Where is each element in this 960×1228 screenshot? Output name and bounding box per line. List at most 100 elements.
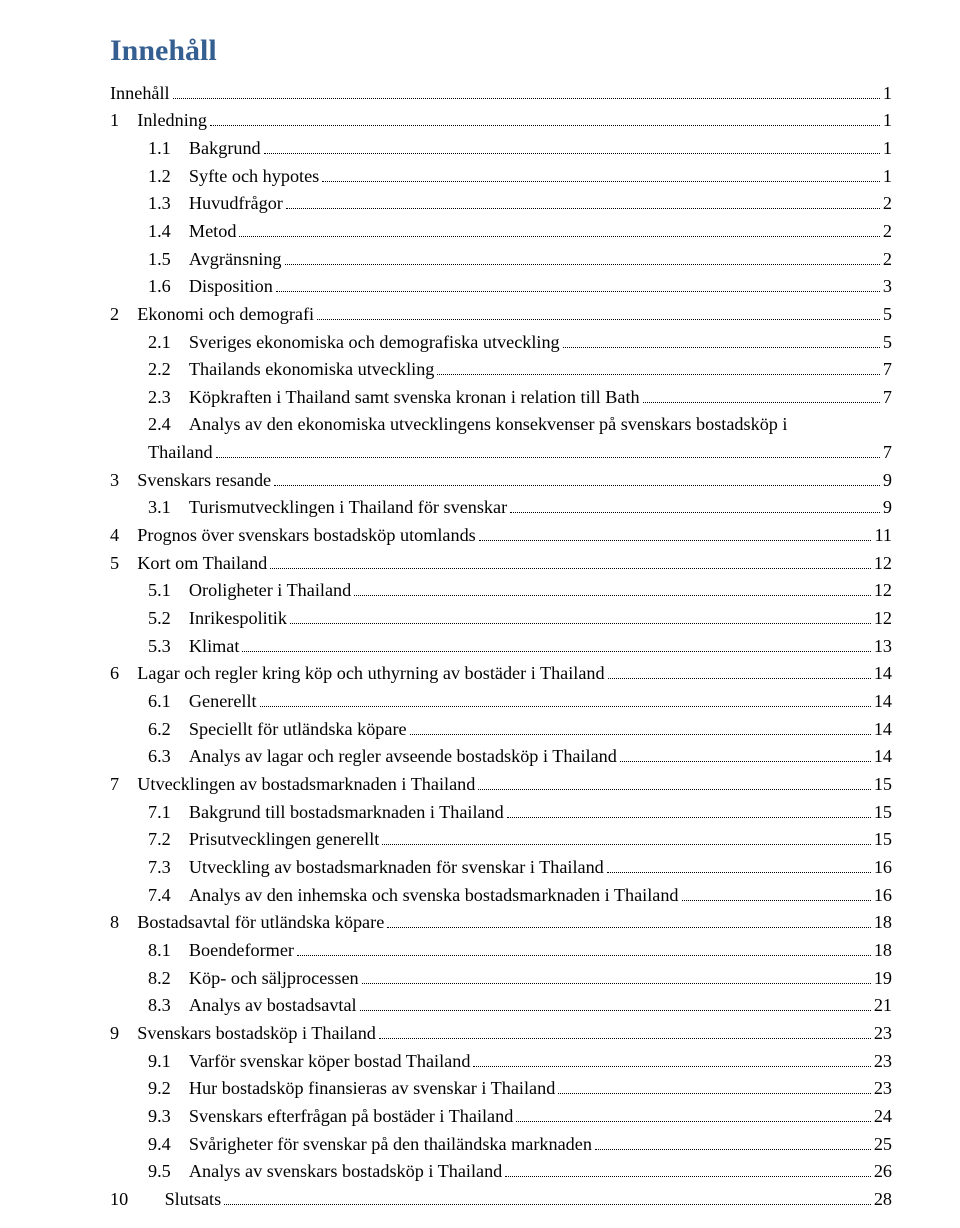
toc-label: 1.4 Metod xyxy=(148,218,236,246)
toc-leader-dots xyxy=(478,789,870,790)
toc-leader-dots xyxy=(563,347,880,348)
toc-page-number: 5 xyxy=(883,301,892,329)
toc-entry: 5.2 Inrikespolitik12 xyxy=(110,605,892,633)
toc-page-number: 15 xyxy=(874,826,892,854)
toc-page-number: 2 xyxy=(883,246,892,274)
toc-entry: 1.6 Disposition 3 xyxy=(110,273,892,301)
toc-entry: 4 Prognos över svenskars bostadsköp utom… xyxy=(110,522,892,550)
toc-label: 9.2 Hur bostadsköp finansieras av svensk… xyxy=(148,1075,555,1103)
toc-page-number: 7 xyxy=(883,384,892,412)
toc-label: Innehåll xyxy=(110,80,170,108)
toc-page-number: 9 xyxy=(883,467,892,495)
toc-leader-dots xyxy=(516,1121,870,1122)
toc-label: 5 Kort om Thailand xyxy=(110,550,267,578)
toc-leader-dots xyxy=(608,678,871,679)
toc-leader-dots xyxy=(270,568,871,569)
toc-leader-dots xyxy=(239,236,879,237)
toc-leader-dots xyxy=(354,595,871,596)
toc-label: 8.3 Analys av bostadsavtal xyxy=(148,992,357,1020)
toc-leader-dots xyxy=(210,125,880,126)
toc-label: 4 Prognos över svenskars bostadsköp utom… xyxy=(110,522,476,550)
toc-page-number: 16 xyxy=(874,854,892,882)
toc-label: 2.1 Sveriges ekonomiska och demografiska… xyxy=(148,329,560,357)
toc-leader-dots xyxy=(242,651,870,652)
toc-entry: 5 Kort om Thailand12 xyxy=(110,550,892,578)
toc-label: 6.1 Generellt xyxy=(148,688,257,716)
toc-page-number: 26 xyxy=(874,1158,892,1186)
toc-entry: 2.2 Thailands ekonomiska utveckling7 xyxy=(110,356,892,384)
toc-label: 2.2 Thailands ekonomiska utveckling xyxy=(148,356,434,384)
toc-page-number: 1 xyxy=(883,107,892,135)
toc-label: 1.6 Disposition xyxy=(148,273,273,301)
toc-entry: 6.3 Analys av lagar och regler avseende … xyxy=(110,743,892,771)
toc-entry: 8.1 Boendeformer18 xyxy=(110,937,892,965)
toc-entry: Innehåll 1 xyxy=(110,80,892,108)
toc-entry: 2.4 Analys av den ekonomiska utvecklinge… xyxy=(110,411,892,439)
toc-entry: 7.2 Prisutvecklingen generellt 15 xyxy=(110,826,892,854)
toc-entry: 7.3 Utveckling av bostadsmarknaden för s… xyxy=(110,854,892,882)
toc-label: 2 Ekonomi och demografi xyxy=(110,301,314,329)
toc-page-number: 1 xyxy=(883,80,892,108)
toc-label: 7.3 Utveckling av bostadsmarknaden för s… xyxy=(148,854,604,882)
toc-label: 3.1 Turismutvecklingen i Thailand för sv… xyxy=(148,494,507,522)
toc-page-number: 21 xyxy=(874,992,892,1020)
toc-leader-dots xyxy=(682,900,871,901)
toc-page-number: 14 xyxy=(874,716,892,744)
toc-label: 5.2 Inrikespolitik xyxy=(148,605,287,633)
toc-page-number: 24 xyxy=(874,1103,892,1131)
toc-entry-continuation: Thailand 7 xyxy=(110,439,892,467)
toc-page-number: 23 xyxy=(874,1048,892,1076)
toc-label: 1.3 Huvudfrågor xyxy=(148,190,283,218)
toc-leader-dots xyxy=(507,817,871,818)
toc-leader-dots xyxy=(595,1149,871,1150)
toc-label: 2.3 Köpkraften i Thailand samt svenska k… xyxy=(148,384,640,412)
toc-label: 6.3 Analys av lagar och regler avseende … xyxy=(148,743,617,771)
toc-entry: 2.1 Sveriges ekonomiska och demografiska… xyxy=(110,329,892,357)
toc-leader-dots xyxy=(216,457,880,458)
toc-leader-dots xyxy=(360,1010,871,1011)
toc-entry: 9.3 Svenskars efterfrågan på bostäder i … xyxy=(110,1103,892,1131)
toc-entry: 1 Inledning 1 xyxy=(110,107,892,135)
toc-page-number: 18 xyxy=(874,909,892,937)
toc-entry: 6 Lagar och regler kring köp och uthyrni… xyxy=(110,660,892,688)
toc-entry: 7.1 Bakgrund till bostadsmarknaden i Tha… xyxy=(110,799,892,827)
toc-page-number: 9 xyxy=(883,494,892,522)
toc-label: 9.3 Svenskars efterfrågan på bostäder i … xyxy=(148,1103,513,1131)
toc-label: Thailand xyxy=(148,439,213,467)
toc-label: 5.3 Klimat xyxy=(148,633,239,661)
toc-entry: 8 Bostadsavtal för utländska köpare18 xyxy=(110,909,892,937)
toc-page-number: 7 xyxy=(883,439,892,467)
toc-page-number: 23 xyxy=(874,1020,892,1048)
toc-page-number: 18 xyxy=(874,937,892,965)
page-title: Innehåll xyxy=(110,28,892,74)
toc-leader-dots xyxy=(382,844,870,845)
toc-page-number: 1 xyxy=(883,135,892,163)
toc-entry: 8.2 Köp- och säljprocessen 19 xyxy=(110,965,892,993)
toc-leader-dots xyxy=(437,374,880,375)
toc-entry: 3.1 Turismutvecklingen i Thailand för sv… xyxy=(110,494,892,522)
toc-label: 7.2 Prisutvecklingen generellt xyxy=(148,826,379,854)
toc-page-number: 11 xyxy=(874,522,892,550)
toc-entry: 8.3 Analys av bostadsavtal 21 xyxy=(110,992,892,1020)
toc-entry: 9.4 Svårigheter för svenskar på den thai… xyxy=(110,1131,892,1159)
toc-label: 10 Slutsats xyxy=(110,1186,221,1214)
table-of-contents: Innehåll11 Inledning11.1 Bakgrund11.2 Sy… xyxy=(110,80,892,1214)
toc-entry: 7.4 Analys av den inhemska och svenska b… xyxy=(110,882,892,910)
toc-label: 3 Svenskars resande xyxy=(110,467,271,495)
toc-entry: 9.5 Analys av svenskars bostadsköp i Tha… xyxy=(110,1158,892,1186)
toc-page-number: 28 xyxy=(874,1186,892,1214)
toc-label: 1 Inledning xyxy=(110,107,207,135)
toc-page-number: 19 xyxy=(874,965,892,993)
toc-page-number: 3 xyxy=(883,273,892,301)
toc-label: 7.4 Analys av den inhemska och svenska b… xyxy=(148,882,679,910)
toc-page-number: 14 xyxy=(874,660,892,688)
toc-leader-dots xyxy=(558,1093,871,1094)
toc-page-number: 13 xyxy=(874,633,892,661)
toc-label: 1.5 Avgränsning xyxy=(148,246,282,274)
toc-label: 8.2 Köp- och säljprocessen xyxy=(148,965,359,993)
toc-entry: 9.1 Varför svenskar köper bostad Thailan… xyxy=(110,1048,892,1076)
toc-page-number: 2 xyxy=(883,190,892,218)
toc-page-number: 2 xyxy=(883,218,892,246)
toc-leader-dots xyxy=(387,927,871,928)
toc-page-number: 1 xyxy=(883,163,892,191)
